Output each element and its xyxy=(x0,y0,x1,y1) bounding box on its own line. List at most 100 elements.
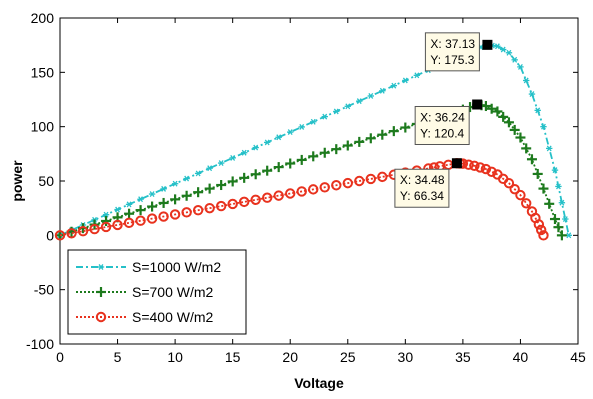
data-point xyxy=(526,154,537,165)
data-point xyxy=(285,188,296,199)
marker-stroke xyxy=(506,49,512,56)
marker-circle xyxy=(169,209,181,220)
marker-circle xyxy=(54,230,66,241)
data-point xyxy=(262,165,273,176)
data-point xyxy=(528,91,536,98)
marker-stroke xyxy=(276,134,282,141)
marker-stroke xyxy=(529,91,535,98)
marker-circle xyxy=(204,202,215,214)
y-tick-label: 100 xyxy=(31,119,55,135)
marker-stroke xyxy=(566,232,572,239)
marker-stroke xyxy=(379,87,385,94)
marker-circle xyxy=(486,166,497,177)
marker-circle xyxy=(181,207,192,218)
data-point xyxy=(551,167,559,174)
data-point xyxy=(146,213,158,224)
marker-circle xyxy=(158,211,169,222)
marker-stroke xyxy=(535,107,541,114)
x-tick-label: 20 xyxy=(282,349,298,365)
marker-stroke xyxy=(552,167,558,174)
marker-circle xyxy=(474,162,486,173)
legend-marker xyxy=(96,287,106,297)
datatip-0: X: 37.13 Y: 175.3 xyxy=(424,32,493,72)
marker-circle xyxy=(331,180,342,191)
data-point xyxy=(240,149,248,156)
x-tick-label: 30 xyxy=(398,349,414,365)
x-tick-label: 15 xyxy=(225,349,241,365)
data-point xyxy=(515,189,526,201)
marker-stroke xyxy=(518,63,523,70)
data-point xyxy=(546,145,553,152)
series-line xyxy=(59,162,545,237)
data-point xyxy=(123,217,135,229)
data-point xyxy=(354,136,365,147)
marker-stroke xyxy=(414,72,420,79)
datatip-box xyxy=(424,32,480,72)
data-point xyxy=(331,180,342,191)
data-point xyxy=(250,169,261,180)
marker-circle xyxy=(469,160,480,171)
data-point xyxy=(333,108,340,115)
data-point xyxy=(509,183,520,195)
marker-circle xyxy=(538,230,549,241)
data-point xyxy=(183,175,190,182)
data-point xyxy=(503,177,515,189)
x-tick-label: 35 xyxy=(455,349,471,365)
data-point xyxy=(367,93,374,99)
marker-circle xyxy=(89,223,100,235)
data-point xyxy=(517,63,524,70)
data-point xyxy=(480,101,491,112)
marker-stroke xyxy=(322,113,328,120)
data-point xyxy=(77,226,89,237)
data-point xyxy=(193,187,204,198)
x-tick-label: 40 xyxy=(513,349,529,365)
legend-entry-2: S=400 W/m2 xyxy=(76,309,214,325)
data-point xyxy=(390,82,398,89)
data-point xyxy=(463,159,474,170)
marker-circle xyxy=(503,177,515,189)
data-point xyxy=(250,194,261,205)
marker-circle xyxy=(377,171,388,183)
data-point xyxy=(160,185,167,192)
marker-stroke xyxy=(230,154,236,161)
marker-circle xyxy=(354,175,365,187)
data-point xyxy=(549,214,560,225)
legend-entry-0: S=1000 W/m2 xyxy=(76,259,221,275)
data-point xyxy=(558,199,566,206)
marker-circle xyxy=(135,215,146,226)
data-point xyxy=(264,139,271,146)
data-point xyxy=(181,190,192,201)
data-point xyxy=(100,221,112,233)
data-point xyxy=(171,180,179,187)
data-point xyxy=(538,230,549,241)
data-point xyxy=(273,190,284,201)
marker-stroke xyxy=(356,98,362,105)
marker-stroke xyxy=(500,46,506,53)
data-point xyxy=(342,140,353,151)
data-point xyxy=(296,186,307,197)
data-point xyxy=(308,184,319,195)
data-point xyxy=(553,222,564,233)
data-point xyxy=(379,87,386,94)
marker-circle xyxy=(521,198,532,209)
marker-circle xyxy=(535,224,547,236)
data-point xyxy=(377,171,388,183)
data-point xyxy=(480,163,492,175)
data-point xyxy=(169,209,181,220)
marker-stroke xyxy=(115,206,120,213)
data-point xyxy=(89,223,100,235)
marker-stroke xyxy=(103,211,109,218)
marker-stroke xyxy=(184,175,190,182)
data-point xyxy=(344,103,351,110)
data-point xyxy=(217,160,225,167)
data-point xyxy=(486,103,497,114)
data-point xyxy=(239,172,250,183)
data-point xyxy=(308,151,319,162)
marker-circle xyxy=(95,311,107,323)
data-point xyxy=(227,176,238,187)
marker-stroke xyxy=(126,201,132,208)
data-point xyxy=(216,180,227,191)
datatip-box xyxy=(414,105,470,145)
